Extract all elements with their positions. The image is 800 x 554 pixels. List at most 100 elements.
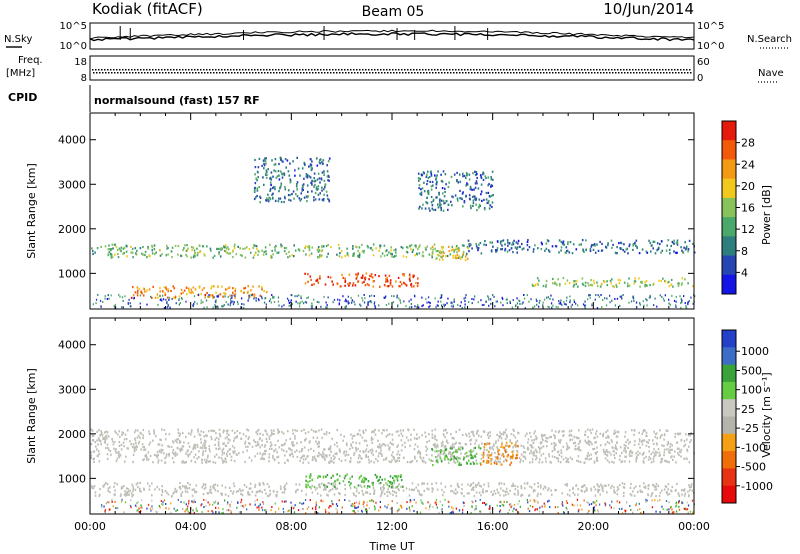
velocity-cell: [514, 484, 516, 488]
power-cell: [146, 303, 148, 306]
power-cell: [475, 242, 477, 246]
power-cell: [354, 284, 357, 287]
velocity-cell: [377, 479, 379, 482]
power-cell: [391, 255, 393, 258]
power-cell: [437, 249, 439, 253]
velocity-cell: [652, 460, 655, 463]
velocity-cell: [374, 433, 377, 436]
power-cell: [437, 253, 439, 256]
velocity-cell: [126, 491, 128, 494]
velocity-cell: [154, 488, 156, 491]
velocity-cell: [531, 458, 534, 461]
velocity-cell: [517, 445, 519, 448]
velocity-cell: [114, 430, 116, 433]
power-cell: [265, 170, 268, 174]
velocity-cell: [259, 446, 262, 449]
velocity-cell: [394, 486, 397, 489]
power-cell: [370, 294, 373, 297]
velocity-cell: [579, 449, 582, 452]
velocity-cell: [535, 435, 537, 438]
velocity-cell: [647, 458, 650, 461]
nave-dot: [375, 72, 377, 74]
velocity-cell: [331, 500, 333, 503]
velocity-cell: [583, 490, 586, 493]
velocity-cell: [455, 507, 457, 510]
velocity-cell: [676, 432, 679, 435]
velocity-cell: [371, 438, 374, 441]
nave-dot: [681, 72, 683, 74]
velocity-cell: [447, 461, 450, 464]
velocity-cell: [454, 461, 457, 464]
power-cell: [381, 252, 384, 255]
velocity-cell: [328, 454, 331, 457]
power-cell: [300, 297, 302, 300]
power-cell: [472, 172, 474, 175]
velocity-cell: [226, 455, 228, 458]
velocity-cell: [413, 488, 416, 491]
power-cell: [606, 284, 609, 287]
power-cell: [107, 248, 110, 251]
power-cell: [321, 246, 323, 249]
velocity-cell: [419, 451, 422, 454]
velocity-cell: [257, 443, 260, 446]
velocity-cell: [611, 484, 613, 487]
velocity-cell: [638, 502, 640, 505]
velocity-cell: [125, 438, 128, 441]
power-cell: [490, 176, 492, 179]
velocity-cell: [324, 484, 327, 487]
power-cell: [317, 187, 319, 191]
velocity-cell: [629, 505, 631, 507]
power-cell: [508, 242, 511, 245]
velocity-cell: [413, 428, 415, 431]
velocity-cell: [143, 458, 145, 461]
nave-dot: [156, 72, 158, 74]
velocity-cell: [366, 491, 369, 494]
freq-dot: [92, 69, 94, 71]
power-cell: [430, 247, 432, 250]
nave-dot: [498, 72, 500, 74]
power-cell: [440, 179, 443, 183]
velocity-cell: [587, 451, 589, 455]
power-cell: [346, 251, 349, 255]
velocity-cell: [329, 489, 332, 492]
freq-dot: [524, 69, 526, 71]
power-cell: [612, 243, 614, 246]
power-cell: [402, 246, 404, 250]
velocity-cell: [380, 453, 383, 456]
velocity-cell: [425, 449, 428, 452]
velocity-cell: [98, 493, 101, 496]
velocity-cell: [473, 495, 476, 498]
velocity-cell: [543, 434, 545, 437]
power-cell: [516, 297, 518, 300]
power-cell: [439, 204, 441, 207]
velocity-cell: [610, 486, 612, 489]
power-cell: [615, 283, 617, 286]
power-cell: [662, 277, 664, 280]
power-cell: [652, 247, 654, 250]
velocity-cell: [92, 457, 95, 461]
velocity-cell: [228, 448, 231, 451]
velocity-cell: [183, 461, 185, 464]
power-cell: [661, 295, 663, 298]
velocity-cell: [265, 430, 267, 433]
velocity-cell: [324, 508, 327, 511]
power-cell: [388, 302, 390, 305]
velocity-cell: [594, 488, 597, 491]
power-cell: [575, 248, 578, 251]
nave-dot: [369, 72, 371, 74]
velocity-cell: [362, 500, 365, 503]
velocity-cell: [158, 449, 161, 452]
power-cell: [167, 303, 169, 306]
velocity-cell: [135, 483, 138, 486]
power-cell: [592, 248, 595, 251]
velocity-cell: [117, 451, 119, 454]
velocity-cell: [177, 428, 179, 431]
power-cell: [532, 248, 535, 251]
power-cell: [560, 240, 563, 243]
power-cell: [246, 246, 248, 249]
power-cell: [448, 249, 451, 253]
velocity-cell: [184, 490, 187, 493]
power-cell: [454, 194, 457, 197]
power-cell: [435, 182, 438, 185]
velocity-cell: [633, 443, 636, 446]
